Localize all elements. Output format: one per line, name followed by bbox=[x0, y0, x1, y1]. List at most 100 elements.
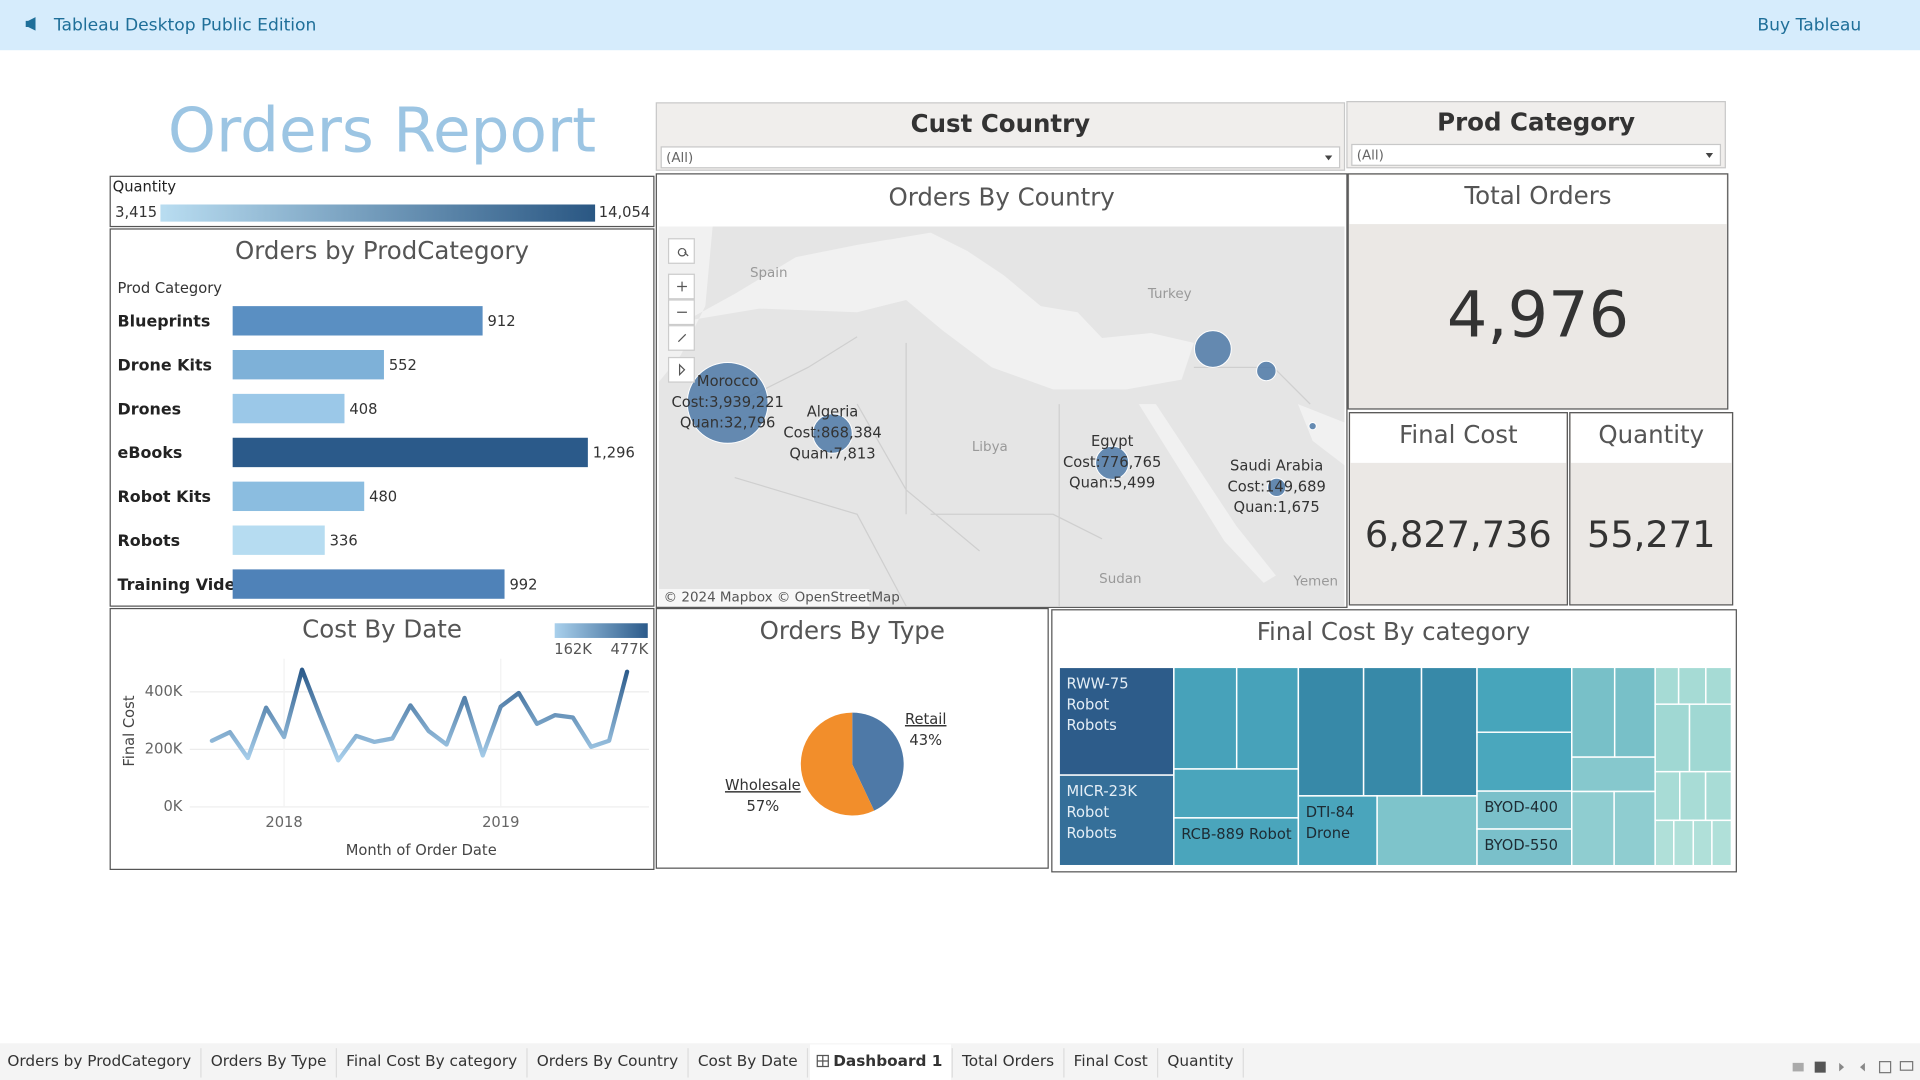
treemap-tile bbox=[1712, 820, 1731, 865]
legend-max: 14,054 bbox=[599, 204, 650, 221]
sheet-tab[interactable]: Orders By Type bbox=[211, 1052, 327, 1070]
slice-label: Wholesale bbox=[725, 777, 801, 794]
bar bbox=[233, 350, 384, 379]
treemap-tile bbox=[1174, 769, 1298, 818]
cost-label: Cost:149,689 bbox=[1227, 478, 1325, 495]
attribution: © 2024 Mapbox © OpenStreetMap bbox=[664, 591, 900, 606]
category-label: Blueprints bbox=[118, 312, 211, 331]
bubble bbox=[1194, 331, 1231, 368]
bar bbox=[233, 482, 365, 511]
treemap-tile bbox=[1655, 772, 1680, 821]
kpi-title: Total Orders bbox=[1463, 181, 1611, 210]
quantity-label: Quan:32,796 bbox=[680, 415, 776, 432]
treemap-tile bbox=[1615, 667, 1655, 757]
country-label: Morocco bbox=[697, 373, 759, 390]
value-label: 912 bbox=[488, 313, 516, 330]
sheet-tab[interactable]: Orders By Country bbox=[537, 1052, 678, 1070]
category-label: eBooks bbox=[118, 443, 183, 462]
treemap-tile bbox=[1614, 792, 1655, 866]
filter-dropdown[interactable] bbox=[661, 147, 1339, 168]
sheet-tab[interactable]: Cost By Date bbox=[698, 1052, 798, 1070]
tile-label: RWW-75 bbox=[1067, 675, 1129, 692]
chart-title: Final Cost By category bbox=[1257, 617, 1531, 646]
filter-value: (All) bbox=[1357, 149, 1384, 164]
value-label: 992 bbox=[509, 576, 537, 593]
sheet-tab[interactable]: Final Cost bbox=[1074, 1052, 1148, 1070]
treemap-tile bbox=[1298, 667, 1363, 796]
legend-title: Quantity bbox=[113, 178, 177, 195]
legend-ramp bbox=[160, 204, 595, 221]
bar bbox=[233, 306, 483, 335]
icon[interactable] bbox=[1815, 1062, 1826, 1073]
sheet-tab[interactable]: Total Orders bbox=[961, 1052, 1054, 1070]
tile-label: BYOD-550 bbox=[1484, 837, 1558, 854]
tile-label: BYOD-400 bbox=[1484, 799, 1558, 816]
treemap-tile bbox=[1679, 667, 1706, 704]
treemap-tile bbox=[1572, 792, 1614, 866]
treemap-tile bbox=[1174, 667, 1237, 769]
bar bbox=[233, 526, 325, 555]
kpi-value: 6,827,736 bbox=[1365, 513, 1552, 556]
tile-label: MICR-23K bbox=[1067, 783, 1138, 800]
x-tick-label: 2019 bbox=[482, 814, 519, 831]
filter-value: (All) bbox=[666, 151, 693, 166]
place-label: Yemen bbox=[1292, 575, 1338, 590]
chart-title: Orders By Type bbox=[760, 616, 945, 645]
treemap-tile bbox=[1693, 820, 1712, 865]
x-axis-title: Month of Order Date bbox=[346, 842, 497, 859]
y-tick-label: 400K bbox=[145, 683, 183, 700]
x-tick-label: 2018 bbox=[265, 814, 302, 831]
treemap-tile bbox=[1680, 772, 1706, 821]
slice-label: Retail bbox=[905, 711, 947, 728]
sheet-tab[interactable]: Final Cost By category bbox=[346, 1052, 517, 1070]
filter-label: Prod Category bbox=[1437, 108, 1635, 137]
category-label: Drones bbox=[118, 399, 182, 418]
treemap-tile bbox=[1690, 704, 1732, 771]
filter-dropdown[interactable] bbox=[1352, 144, 1721, 165]
bubble bbox=[1309, 422, 1316, 429]
value-label: 1,296 bbox=[593, 445, 635, 462]
color-legend-min: 162K bbox=[554, 641, 592, 658]
sheet-tab[interactable]: Orders by ProdCategory bbox=[7, 1052, 191, 1070]
filter-label: Cust Country bbox=[911, 109, 1091, 138]
treemap-tile bbox=[1655, 704, 1689, 771]
quantity-label: Quan:7,813 bbox=[789, 445, 875, 462]
category-label: Robot Kits bbox=[118, 487, 211, 506]
axis-title: Prod Category bbox=[118, 280, 223, 297]
tile-label: Robots bbox=[1067, 717, 1117, 734]
color-legend bbox=[555, 623, 648, 638]
icon[interactable] bbox=[1793, 1063, 1804, 1072]
value-label: 336 bbox=[330, 532, 358, 549]
y-axis-title: Final Cost bbox=[121, 695, 138, 766]
bar bbox=[233, 394, 345, 423]
treemap-tile bbox=[1572, 667, 1615, 757]
map-control[interactable] bbox=[669, 358, 695, 382]
value-label: 408 bbox=[349, 401, 377, 418]
category-label: Drone Kits bbox=[118, 355, 212, 374]
treemap-tile bbox=[1237, 667, 1299, 769]
country-label: Saudi Arabia bbox=[1230, 458, 1323, 475]
bubble bbox=[1257, 361, 1276, 380]
country-label: Egypt bbox=[1091, 433, 1134, 450]
buy-link[interactable]: Buy Tableau bbox=[1757, 16, 1861, 36]
treemap-tile bbox=[1655, 820, 1674, 865]
kpi-title: Quantity bbox=[1598, 420, 1704, 449]
slice-value: 57% bbox=[747, 798, 780, 815]
treemap-tile bbox=[1674, 820, 1693, 865]
map-control[interactable] bbox=[669, 239, 695, 263]
place-label: Libya bbox=[972, 440, 1008, 455]
y-tick-label: 200K bbox=[145, 740, 183, 757]
bar bbox=[233, 569, 505, 598]
sheet-tab[interactable]: Dashboard 1 bbox=[833, 1052, 942, 1070]
treemap-tile bbox=[1364, 667, 1422, 796]
legend-min: 3,415 bbox=[115, 204, 157, 221]
tile-label: DTI-84 bbox=[1306, 804, 1355, 821]
kpi-value: 4,976 bbox=[1447, 279, 1629, 353]
value-label: 480 bbox=[369, 489, 397, 506]
map: SpainTurkeyLibyaSudanYemenMoroccoCost:3,… bbox=[659, 227, 1345, 607]
treemap-tile bbox=[1422, 667, 1477, 796]
treemap-tile bbox=[1477, 732, 1572, 791]
treemap-tile bbox=[1377, 796, 1477, 866]
sheet-tab[interactable]: Quantity bbox=[1167, 1052, 1233, 1070]
